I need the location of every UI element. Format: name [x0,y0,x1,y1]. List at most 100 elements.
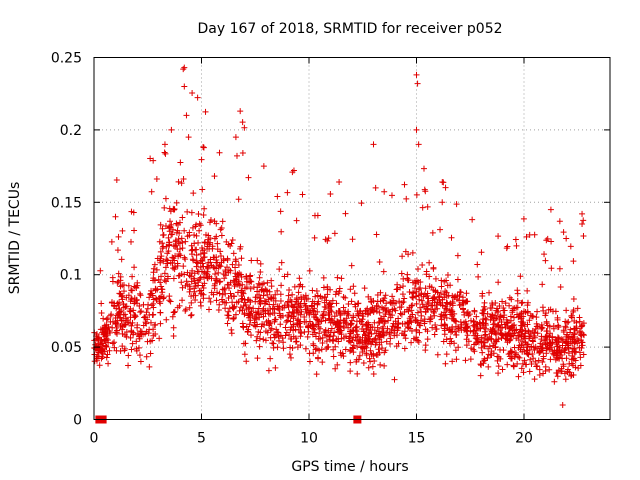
data-point [405,325,412,332]
data-point [502,300,509,307]
data-point [328,325,335,332]
data-point [192,223,199,230]
data-point [274,329,281,336]
data-point [554,373,561,380]
data-point [551,378,558,385]
data-point [413,126,420,133]
data-point [534,330,541,337]
data-point [269,340,276,347]
data-point [359,316,366,323]
data-point [513,335,520,342]
data-point [400,299,407,306]
data-point [404,320,411,327]
data-point [537,340,544,347]
data-point [365,293,372,300]
data-point [579,221,586,228]
data-point [324,291,331,298]
data-point [247,317,254,324]
data-point [216,149,223,156]
data-point [293,338,300,345]
x-tick-label: 0 [90,431,99,447]
data-point [239,307,246,314]
data-point [267,295,274,302]
data-point [349,345,356,352]
data-point [534,363,541,370]
data-point [182,238,189,245]
data-point [264,279,271,286]
data-point [451,310,458,317]
data-point [170,205,177,212]
data-point [509,305,516,312]
data-point [204,265,211,272]
data-point [163,316,170,323]
data-point [210,291,217,298]
data-point [119,343,126,350]
data-point [495,370,502,377]
data-point [352,324,359,331]
data-point [138,308,145,315]
data-point [158,253,165,260]
data-point [496,313,503,320]
data-point [326,311,333,318]
data-point [565,318,572,325]
data-point [169,254,176,261]
data-point [137,358,144,365]
data-point [233,152,240,159]
data-point [170,255,177,262]
data-point [107,312,114,319]
data-point [311,212,318,219]
data-point [161,270,168,277]
data-point [288,336,295,343]
data-point [558,348,565,355]
data-point [295,289,302,296]
data-point [382,292,389,299]
data-point [181,83,188,90]
data-point [520,215,527,222]
data-point [241,124,248,131]
data-point [376,309,383,316]
data-point [294,344,301,351]
data-point [514,360,521,367]
data-point [555,323,562,330]
data-point [335,290,342,297]
data-point [526,231,533,238]
data-point [243,284,250,291]
data-point [416,296,423,303]
data-point [506,302,513,309]
data-point [336,179,343,186]
data-point [443,315,450,322]
data-point [311,329,318,336]
data-point [218,232,225,239]
data-point [328,315,335,322]
data-point [499,298,506,305]
data-point [273,326,280,333]
data-point [153,176,160,183]
data-point [462,357,469,364]
data-point [274,344,281,351]
data-point [514,290,521,297]
data-point [370,307,377,314]
data-point [204,274,211,281]
data-point [420,293,427,300]
data-point [544,341,551,348]
data-point [262,328,269,335]
data-point [148,188,155,195]
data-point [212,277,219,284]
data-point [207,239,214,246]
data-point [296,275,303,282]
data-point [315,298,322,305]
data-point [496,302,503,309]
data-point [421,320,428,327]
data-point [516,342,523,349]
data-point [516,354,523,361]
data-point [500,347,507,354]
data-point [481,306,488,313]
data-point [232,258,239,265]
data-point [368,299,375,306]
data-point [297,323,304,330]
data-point [158,283,165,290]
data-point [265,367,272,374]
data-point [564,331,571,338]
data-point [112,213,119,220]
data-point [481,328,488,335]
